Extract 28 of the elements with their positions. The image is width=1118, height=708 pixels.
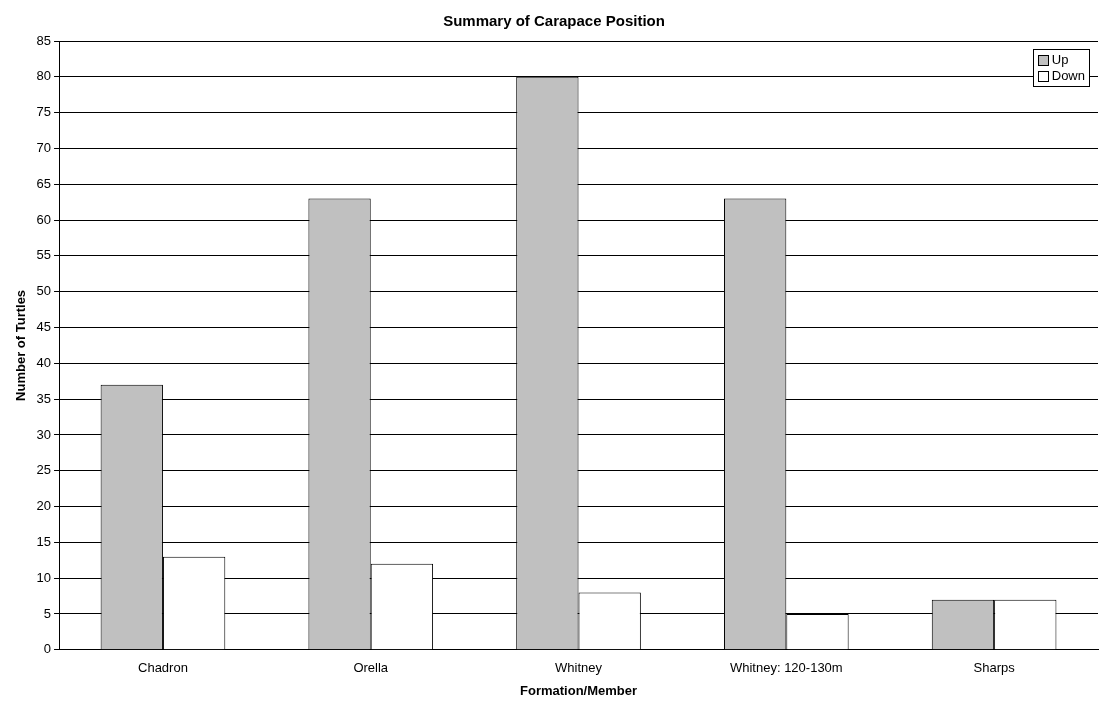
x-tick-label: Orella xyxy=(353,660,389,676)
chart-title: Summary of Carapace Position xyxy=(443,12,665,30)
y-tick-label: 55 xyxy=(36,247,52,263)
y-tick-label: 75 xyxy=(36,104,52,120)
y-tick-label: 50 xyxy=(36,283,52,299)
y-tick-label: 65 xyxy=(36,175,52,191)
x-tick-label: Sharps xyxy=(973,660,1016,676)
y-tick-label: 85 xyxy=(36,32,52,48)
y-tick-label: 30 xyxy=(36,426,52,442)
x-tick-label: Whitney xyxy=(555,660,603,676)
y-tick-label: 10 xyxy=(36,569,52,585)
y-tick-label: 5 xyxy=(43,605,52,621)
y-tick-label: 60 xyxy=(36,211,52,227)
x-axis-title: Formation/Member xyxy=(520,682,638,698)
y-tick-label: 35 xyxy=(36,390,52,406)
y-tick-label: 25 xyxy=(36,462,52,478)
y-tick-label: 40 xyxy=(36,354,52,370)
y-axis-title: Number of Turtles xyxy=(13,289,29,401)
x-tick-label: Chadron xyxy=(138,660,188,676)
y-tick-label: 45 xyxy=(36,319,52,335)
y-tick-label: 15 xyxy=(36,533,52,549)
y-tick-label: 20 xyxy=(36,498,52,514)
text: Down xyxy=(1051,68,1085,84)
y-tick-label: 80 xyxy=(36,68,52,84)
y-tick-label: 70 xyxy=(36,140,52,156)
legend-label: Up xyxy=(1051,52,1069,68)
x-tick-label: Whitney: 120-130m xyxy=(729,660,843,676)
y-tick-label: 0 xyxy=(43,641,52,657)
